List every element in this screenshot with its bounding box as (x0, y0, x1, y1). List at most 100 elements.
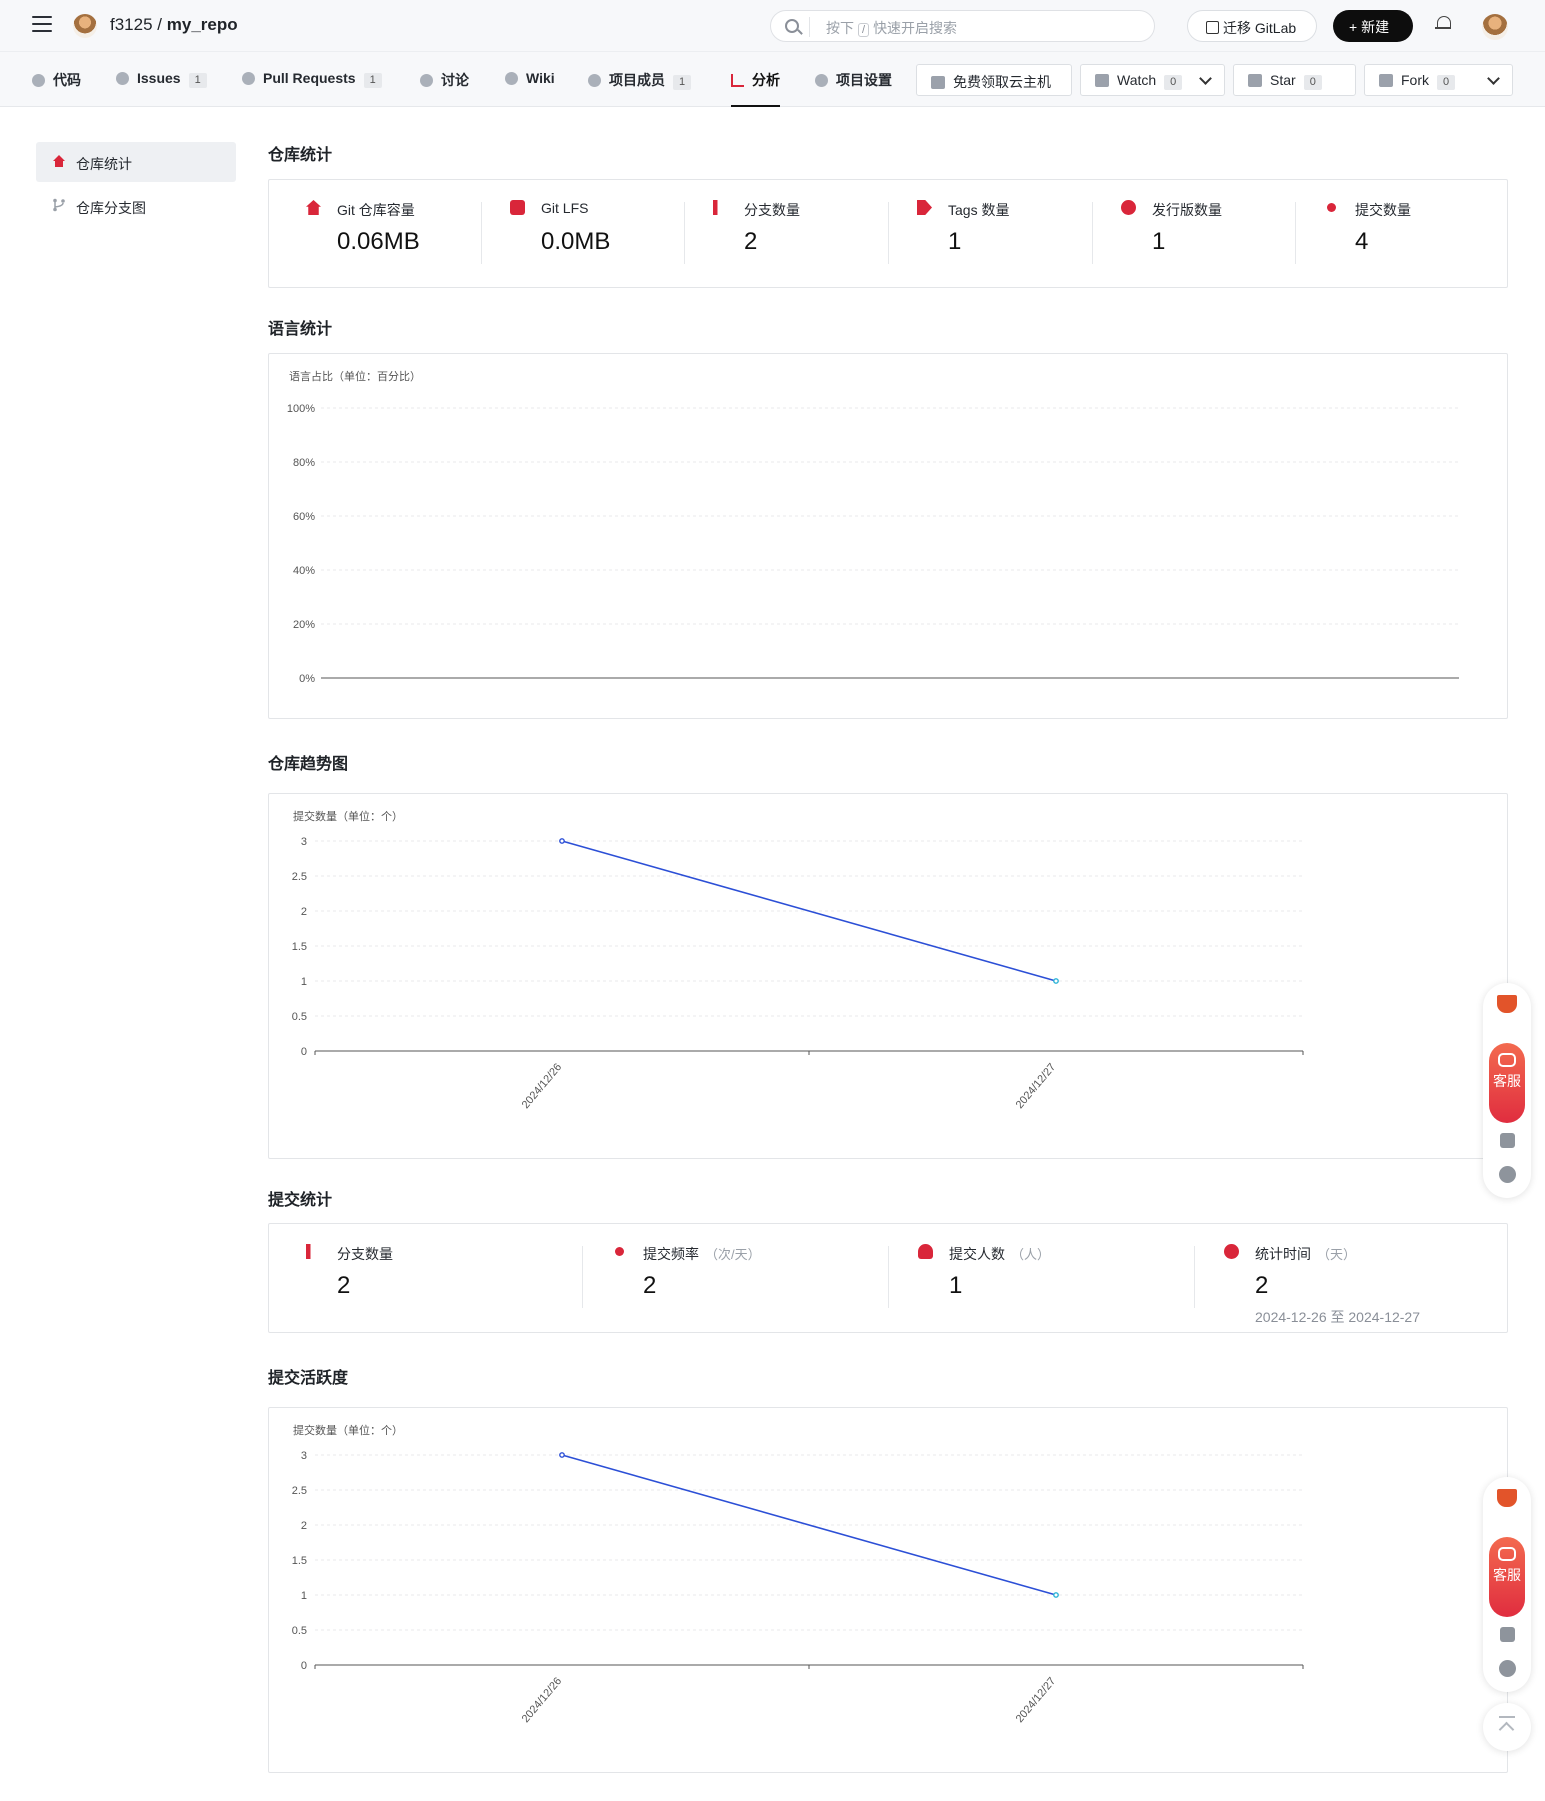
owner-link[interactable]: f3125 (110, 15, 153, 34)
clock-icon (1224, 1244, 1239, 1259)
repo-avatar[interactable] (73, 14, 97, 38)
x-tick-label: 2024/12/26 (520, 1675, 565, 1725)
lfs-icon (510, 200, 525, 215)
divider (888, 202, 889, 264)
commit-icon (615, 1247, 624, 1256)
trophy-icon[interactable] (1497, 1489, 1517, 1507)
bell-icon[interactable] (1435, 15, 1451, 32)
trophy-icon[interactable] (1497, 995, 1517, 1013)
sidebar-item-branch-graph[interactable]: 仓库分支图 (36, 186, 236, 226)
smile-icon[interactable] (1499, 1660, 1516, 1677)
y-tick-label: 2.5 (292, 871, 307, 883)
trend-chart: 3 2.5 2 1.5 1 0.5 0 2024/12/26 2024/12/27 (292, 836, 1304, 1111)
sidebar-item-repo-stats[interactable]: 仓库统计 (36, 142, 236, 182)
customer-service-button[interactable]: 客服 (1489, 1043, 1525, 1123)
repo-link[interactable]: my_repo (166, 15, 238, 34)
menu-icon[interactable] (32, 16, 52, 34)
user-avatar[interactable] (1482, 14, 1508, 40)
code-icon (32, 74, 45, 87)
import-icon (1206, 21, 1219, 34)
chevron-down-icon[interactable] (1199, 72, 1212, 85)
search-input[interactable]: 按下 / 快速开启搜索 (770, 10, 1155, 42)
home-icon (53, 155, 65, 167)
path-separator: / (157, 15, 163, 34)
tab-settings[interactable]: 项目设置 (815, 70, 892, 107)
floating-toolbar: 客服 (1483, 1477, 1531, 1692)
y-tick-label: 80% (293, 457, 315, 469)
y-tick-label: 60% (293, 511, 315, 523)
y-tick-label: 0% (299, 673, 315, 685)
watch-count: 0 (1164, 75, 1183, 90)
data-point (559, 1452, 565, 1458)
top-bar: f3125 / my_repo 按下 / 快速开启搜索 迁移 GitLab + 新建 (0, 0, 1545, 52)
tab-analysis[interactable]: 分析 (731, 70, 780, 107)
x-tick-label: 2024/12/26 (520, 1061, 565, 1111)
tab-discussions[interactable]: 讨论 (420, 70, 469, 107)
stat-value: 1 (948, 228, 962, 255)
discussion-icon (420, 74, 433, 87)
tab-issues[interactable]: Issues 1 (116, 70, 207, 107)
issue-icon (116, 72, 129, 85)
eye-icon (1095, 74, 1109, 87)
star-icon (1248, 74, 1262, 87)
repo-stats-panel: Git 仓库容量 0.06MB Git LFS 0.0MB 分支数量 2 Tags 数… (268, 179, 1508, 288)
repo-stats-heading: 仓库统计 (268, 147, 333, 164)
tab-code[interactable]: 代码 (32, 70, 81, 107)
stat-value: 2 (1255, 1272, 1269, 1299)
app-icon[interactable] (1500, 1133, 1515, 1148)
repo-path: f3125 / my_repo (110, 15, 238, 35)
repo-nav: 代码 Issues 1 Pull Requests 1 讨论 Wiki 项目成员 1 … (0, 52, 1545, 107)
migrate-gitlab-button[interactable]: 迁移 GitLab (1187, 10, 1317, 42)
members-icon (588, 74, 601, 87)
stat-value: 2 (337, 1272, 351, 1299)
star-count: 0 (1303, 75, 1322, 90)
search-divider (809, 17, 810, 37)
stat-value: 4 (1355, 228, 1369, 255)
commit-stats-panel: 分支数量 2 提交频率 （次/天） 2 提交人数 （人） 1 统计时间 （天） 2 2024-1… (268, 1223, 1508, 1333)
pr-count: 1 (363, 73, 382, 88)
stat-value: 0.06MB (337, 228, 420, 255)
cloud-host-button[interactable]: 免费领取云主机 (916, 64, 1072, 96)
watch-button[interactable]: Watch 0 (1080, 64, 1225, 96)
divider (481, 202, 482, 264)
language-stats-heading: 语言统计 (268, 321, 333, 338)
stat-value: 1 (1152, 228, 1166, 255)
users-icon (918, 1244, 933, 1259)
smile-icon[interactable] (1499, 1166, 1516, 1183)
y-tick-label: 1 (301, 976, 307, 988)
chevron-down-icon[interactable] (1487, 72, 1500, 85)
language-chart: 100% 80% 60% 40% 20% 0% (287, 403, 1459, 685)
divider (1092, 202, 1093, 264)
y-tick-label: 20% (293, 619, 315, 631)
tab-wiki[interactable]: Wiki (505, 70, 555, 107)
y-tick-label: 40% (293, 565, 315, 577)
activity-heading: 提交活跃度 (268, 1370, 349, 1387)
new-button[interactable]: + 新建 (1333, 10, 1413, 42)
activity-chart: 3 2.5 2 1.5 1 0.5 0 2024/12/26 2024/12/27 (292, 1450, 1304, 1725)
y-tick-label: 0 (301, 1660, 307, 1672)
back-to-top-button[interactable] (1483, 1703, 1531, 1751)
y-tick-label: 0 (301, 1046, 307, 1058)
fork-icon (1379, 74, 1393, 87)
y-tick-label: 3 (301, 1450, 307, 1462)
trend-chart-panel: 提交数量（单位：个） 3 2.5 2 1.5 1 0.5 0 2024/12/26 2024/1… (268, 793, 1508, 1159)
x-tick-label: 2024/12/27 (1014, 1061, 1059, 1111)
divider (888, 1246, 889, 1308)
chart-title: 提交数量（单位：个） (293, 1425, 403, 1437)
fork-count: 0 (1437, 75, 1456, 90)
home-icon (306, 200, 321, 215)
branch-icon (713, 200, 718, 215)
customer-service-button[interactable]: 客服 (1489, 1537, 1525, 1617)
tag-icon (917, 200, 932, 215)
fork-button[interactable]: Fork 0 (1364, 64, 1513, 96)
activity-chart-panel: 提交数量（单位：个） 3 2.5 2 1.5 1 0.5 0 2024/12/26 2024/1… (268, 1407, 1508, 1773)
app-icon[interactable] (1500, 1627, 1515, 1642)
tab-members[interactable]: 项目成员 1 (588, 70, 692, 107)
star-button[interactable]: Star 0 (1233, 64, 1356, 96)
members-count: 1 (673, 75, 692, 90)
chart-icon (731, 74, 744, 87)
tab-pull-requests[interactable]: Pull Requests 1 (242, 70, 382, 107)
y-tick-label: 0.5 (292, 1625, 307, 1637)
series-line (561, 840, 1057, 982)
chart-title: 语言占比（单位：百分比） (289, 371, 421, 383)
